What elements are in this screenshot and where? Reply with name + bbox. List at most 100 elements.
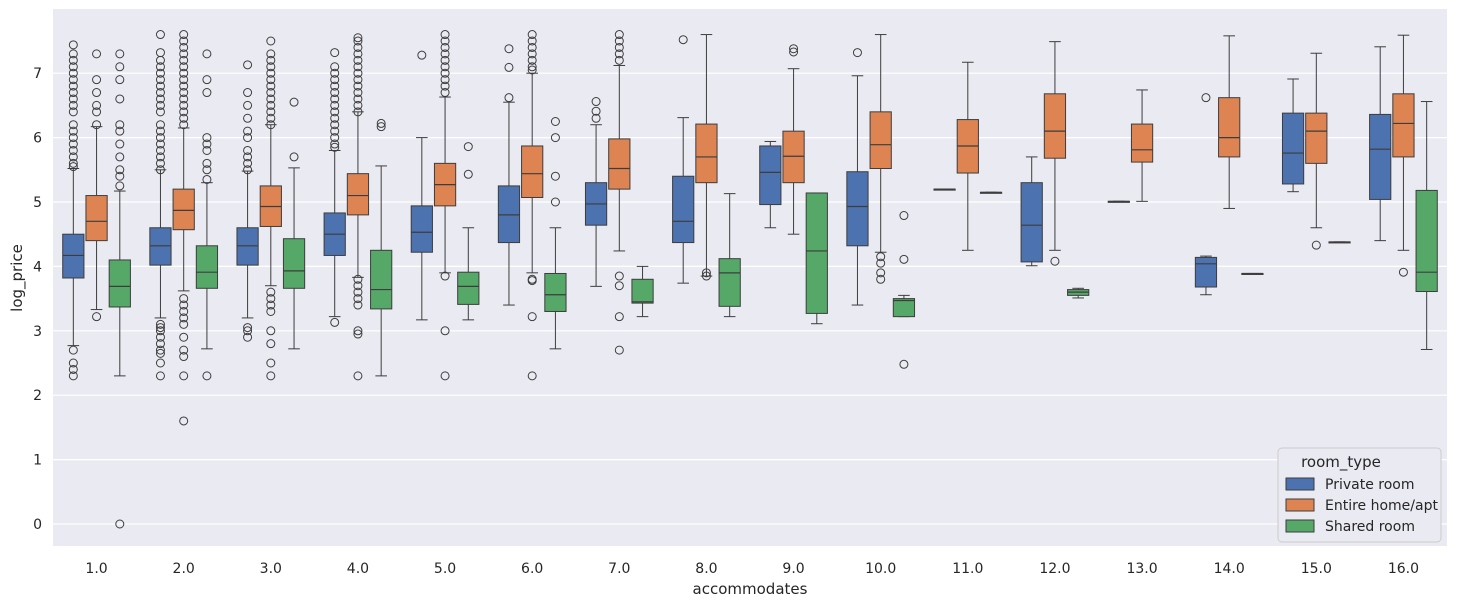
- outlier-point: [266, 36, 276, 46]
- box-body: [1392, 93, 1415, 158]
- outlier-point: [92, 100, 102, 110]
- outlier-point: [789, 44, 799, 54]
- outlier-point: [155, 326, 165, 336]
- outlier-point: [701, 268, 711, 278]
- outlier-point: [266, 75, 276, 85]
- box-element: [1130, 89, 1154, 202]
- box-body: [282, 238, 306, 289]
- outlier-point: [155, 319, 165, 329]
- outlier-point: [266, 49, 276, 59]
- outlier-point: [155, 126, 165, 136]
- x-tick-label: 3.0: [260, 561, 282, 577]
- outlier-point: [266, 300, 276, 310]
- outlier-point: [115, 181, 125, 191]
- outlier-point: [243, 326, 253, 336]
- box-body: [544, 272, 567, 312]
- outlier-point: [1398, 267, 1408, 277]
- outlier-point: [68, 158, 78, 168]
- outlier-point: [330, 317, 340, 327]
- outlier-point: [266, 294, 276, 304]
- box-element: [1067, 287, 1090, 299]
- outlier-point: [179, 30, 189, 40]
- box-element: [631, 265, 654, 318]
- outlier-point: [266, 81, 276, 91]
- legend-frame: [1277, 447, 1442, 543]
- box-element: [323, 48, 346, 327]
- box-element: [1194, 93, 1218, 296]
- outlier-point: [266, 306, 276, 316]
- outlier-point: [614, 42, 624, 52]
- x-tick-label: 4.0: [347, 561, 369, 577]
- outlier-point: [115, 152, 125, 162]
- outlier-point: [353, 68, 363, 78]
- outlier-point: [330, 142, 340, 152]
- outlier-point: [68, 75, 78, 85]
- box-element: [672, 35, 695, 284]
- outlier-point: [440, 49, 450, 59]
- outlier-point: [353, 42, 363, 52]
- box-body: [759, 145, 782, 206]
- box-element: [410, 50, 433, 321]
- box-element: [172, 30, 195, 426]
- series-entire-home-apt: [85, 30, 1415, 426]
- outlier-point: [330, 68, 340, 78]
- outlier-point: [417, 50, 427, 60]
- outlier-point: [179, 416, 189, 426]
- outlier-point: [115, 139, 125, 149]
- outlier-point: [440, 271, 450, 281]
- x-tick-label: 7.0: [608, 561, 630, 577]
- outlier-point: [266, 88, 276, 98]
- box-body: [631, 278, 654, 304]
- box-element: [85, 49, 108, 322]
- outlier-point: [243, 165, 253, 175]
- box-body: [1305, 112, 1328, 164]
- x-tick-label: 11.0: [952, 561, 983, 577]
- outlier-point: [155, 345, 165, 355]
- box-body: [782, 130, 805, 184]
- y-tick-label: 2: [33, 388, 42, 404]
- x-tick-label: 1.0: [85, 561, 107, 577]
- outlier-point: [202, 49, 212, 59]
- outlier-point: [353, 300, 363, 310]
- outlier-point: [353, 329, 363, 339]
- box-body: [892, 298, 916, 318]
- outlier-point: [440, 75, 450, 85]
- outlier-point: [115, 94, 125, 104]
- box-body: [608, 138, 631, 190]
- box-element: [282, 97, 306, 350]
- outlier-point: [68, 139, 78, 149]
- legend-label: Entire home/apt: [1325, 498, 1438, 514]
- outlier-point: [68, 81, 78, 91]
- box-body: [85, 195, 108, 242]
- outlier-point: [353, 326, 363, 336]
- box-element: [1415, 101, 1438, 350]
- outlier-point: [504, 93, 514, 103]
- outlier-point: [527, 42, 537, 52]
- outlier-point: [876, 258, 886, 268]
- outlier-point: [353, 274, 363, 284]
- outlier-point: [463, 169, 473, 179]
- box-element: [259, 36, 282, 381]
- box-element: [718, 193, 741, 318]
- outlier-point: [179, 345, 189, 355]
- outlier-point: [330, 120, 340, 130]
- outlier-point: [68, 40, 78, 50]
- outlier-point: [591, 97, 601, 107]
- box-element: [979, 191, 1003, 194]
- outlier-point: [68, 145, 78, 155]
- outlier-point: [68, 133, 78, 143]
- box-element: [544, 117, 567, 350]
- outlier-point: [899, 254, 909, 264]
- outlier-point: [243, 332, 253, 342]
- x-tick-label: 6.0: [521, 561, 543, 577]
- x-tick-label: 5.0: [434, 561, 456, 577]
- x-tick-labels: 1.0 2.0 3.0 4.0 5.0 6.0 7.0 8.0 9.0 10.0 11.0 12.0 1…: [85, 561, 1419, 577]
- box-element: [433, 30, 457, 381]
- box-element: [584, 97, 608, 287]
- outlier-point: [179, 55, 189, 65]
- outlier-point: [68, 107, 78, 117]
- outlier-point: [179, 352, 189, 362]
- outlier-point: [440, 326, 450, 336]
- outlier-point: [155, 139, 165, 149]
- box-body: [370, 249, 393, 310]
